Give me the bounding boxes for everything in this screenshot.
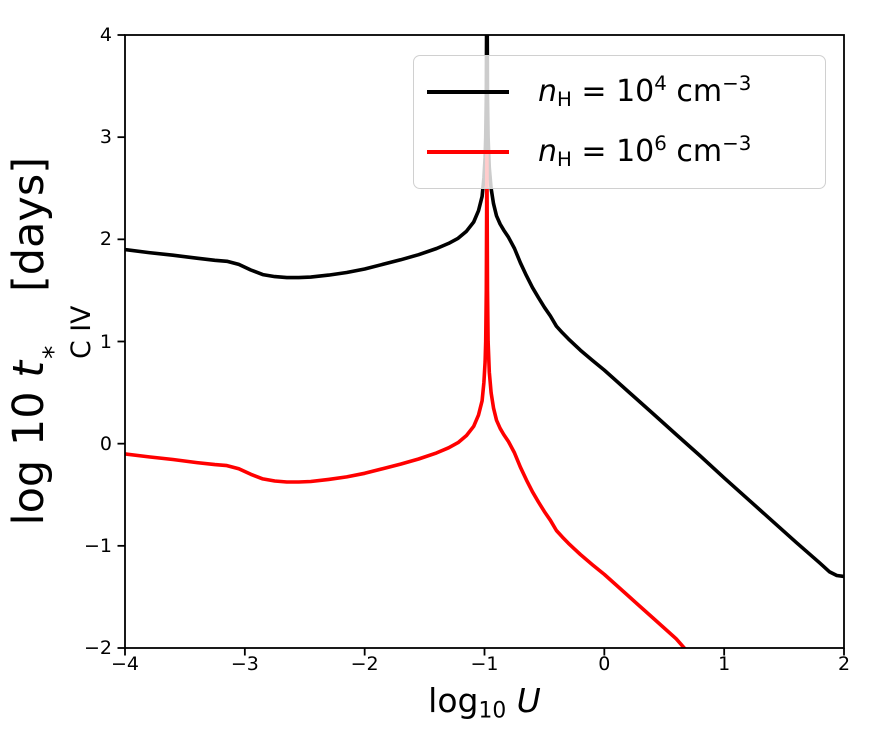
- y-tick-label: 0: [99, 432, 112, 455]
- legend-line-sample: [427, 89, 509, 95]
- x-tick-label: −3: [230, 653, 259, 675]
- y-tick-label: 1: [99, 330, 112, 353]
- x-tick-label: 0: [598, 653, 611, 675]
- series-line-1: [125, 150, 687, 648]
- x-tick-label: −2: [350, 653, 379, 675]
- x-tick-label: −4: [110, 653, 139, 675]
- x-tick-label: −1: [470, 653, 499, 675]
- x-axis-label: log10 U: [428, 681, 541, 724]
- legend-entry-0: nH = 104 cm−3: [414, 74, 825, 110]
- legend: nH = 104 cm−3 nH = 106 cm−3: [413, 55, 826, 189]
- y-tick-label: −1: [83, 534, 112, 557]
- y-tick-label: 4: [99, 24, 112, 46]
- legend-entry-label: nH = 106 cm−3: [538, 132, 752, 171]
- legend-line-sample: [427, 149, 509, 155]
- legend-entry-label: nH = 104 cm−3: [538, 72, 752, 111]
- y-tick-label: −2: [83, 637, 112, 659]
- x-tick-label: 2: [837, 653, 851, 675]
- x-tick-label: 1: [718, 653, 731, 675]
- y-tick-label: 2: [99, 228, 112, 251]
- legend-entry-1: nH = 106 cm−3: [414, 134, 825, 170]
- y-tick-label: 3: [99, 126, 112, 149]
